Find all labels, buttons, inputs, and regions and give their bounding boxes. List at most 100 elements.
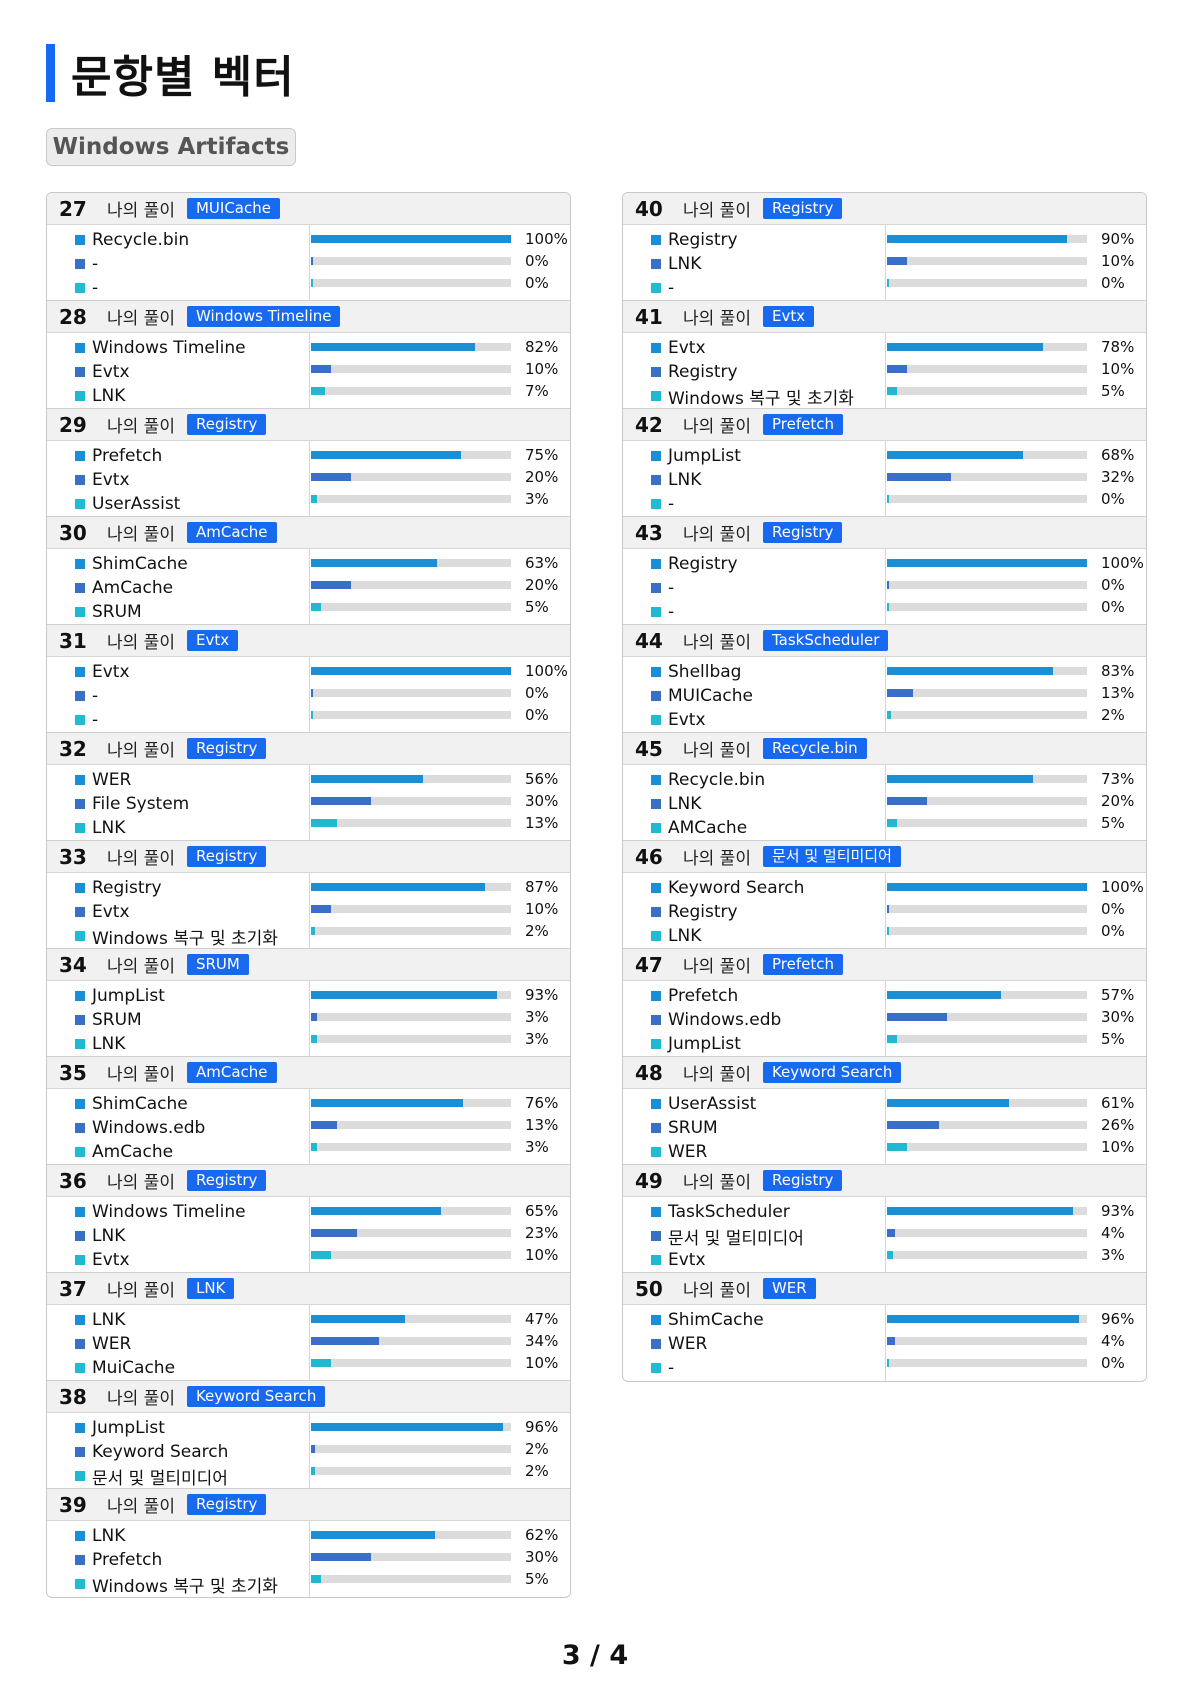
question-vector: LNK WER MuiCache 47% 34% 10%	[47, 1305, 570, 1381]
bar-fill	[311, 1207, 441, 1215]
vector-row-bar: 10%	[886, 250, 1146, 272]
vector-row-bar: 23%	[310, 1222, 570, 1244]
bar-track	[311, 711, 511, 719]
question-block: 44 나의 풀이 TaskScheduler Shellbag MUICache Evtx…	[623, 625, 1146, 733]
bar-fill	[311, 559, 437, 567]
my-answer-label: 나의 풀이	[107, 1281, 175, 1301]
vector-row-bar: 0%	[886, 596, 1146, 618]
vector-row-label: LNK	[651, 792, 885, 816]
percent-value: 96%	[1101, 1310, 1135, 1328]
legend-square-icon	[75, 499, 85, 509]
bar-fill	[311, 581, 351, 589]
bar-track	[311, 1467, 511, 1475]
my-answer-label: 나의 풀이	[683, 525, 751, 545]
question-vector: UserAssist SRUM WER 61% 26% 10%	[623, 1089, 1146, 1165]
percent-value: 87%	[525, 878, 559, 896]
vector-row-bar: 32%	[886, 466, 1146, 488]
bar-track	[887, 667, 1087, 675]
vector-labels: Recycle.bin LNK AMCache	[623, 765, 886, 840]
percent-value: 75%	[525, 446, 559, 464]
legend-square-icon	[75, 367, 85, 377]
vector-row-label: -	[651, 576, 885, 600]
bar-fill	[311, 689, 313, 697]
percent-value: 0%	[1101, 490, 1125, 508]
artifact-label: LNK	[668, 254, 702, 274]
question-vector: Evtx - - 100% 0% 0%	[47, 657, 570, 733]
vector-labels: Windows Timeline Evtx LNK	[47, 333, 310, 408]
vector-row-label: Evtx	[75, 660, 309, 684]
question-header: 47 나의 풀이 Prefetch	[623, 949, 1146, 981]
vector-row-bar: 0%	[310, 272, 570, 294]
bar-track	[887, 1359, 1087, 1367]
vector-row-label: TaskScheduler	[651, 1200, 885, 1224]
question-number: 37	[59, 1276, 87, 1301]
vector-row-bar: 2%	[310, 920, 570, 942]
bar-fill	[311, 1035, 317, 1043]
vector-row-label: Shellbag	[651, 660, 885, 684]
my-answer-label: 나의 풀이	[683, 309, 751, 329]
question-block: 30 나의 풀이 AmCache ShimCache AmCache SRUM 63% 20%…	[47, 517, 570, 625]
question-block: 35 나의 풀이 AmCache ShimCache Windows.edb AmCach…	[47, 1057, 570, 1165]
bar-fill	[887, 689, 913, 697]
vector-row-label: AmCache	[75, 1140, 309, 1164]
question-block: 48 나의 풀이 Keyword Search UserAssist SRUM WER 61…	[623, 1057, 1146, 1165]
question-vector: JumpList LNK - 68% 32% 0%	[623, 441, 1146, 517]
my-answer-label: 나의 풀이	[683, 957, 751, 977]
bar-fill	[887, 1099, 1009, 1107]
legend-square-icon	[75, 667, 85, 677]
percent-value: 5%	[525, 598, 549, 616]
legend-square-icon	[651, 451, 661, 461]
my-answer-label: 나의 풀이	[107, 417, 175, 437]
vector-bars: 61% 26% 10%	[886, 1089, 1146, 1164]
artifact-label: AMCache	[668, 818, 748, 838]
vector-row-label: JumpList	[651, 444, 885, 468]
vector-row-bar: 10%	[310, 898, 570, 920]
percent-value: 0%	[1101, 576, 1125, 594]
legend-square-icon	[75, 931, 85, 941]
vector-row-bar: 10%	[310, 358, 570, 380]
vector-bars: 82% 10% 7%	[310, 333, 570, 408]
vector-row-label: ShimCache	[75, 552, 309, 576]
vector-row-bar: 93%	[886, 1200, 1146, 1222]
vector-bars: 65% 23% 10%	[310, 1197, 570, 1272]
bar-track	[311, 365, 511, 373]
legend-square-icon	[651, 559, 661, 569]
vector-labels: JumpList Keyword Search 문서 및 멀티미디어	[47, 1413, 310, 1488]
vector-row-bar: 96%	[886, 1308, 1146, 1330]
vector-row-label: Windows 복구 및 초기화	[75, 924, 309, 948]
legend-square-icon	[651, 391, 661, 401]
legend-square-icon	[75, 559, 85, 569]
artifact-label: Prefetch	[92, 1550, 163, 1570]
vector-row-label: Windows Timeline	[75, 336, 309, 360]
artifact-label: Registry	[668, 230, 738, 250]
bar-track	[311, 797, 511, 805]
vector-row-bar: 4%	[886, 1222, 1146, 1244]
artifact-label: Registry	[668, 554, 738, 574]
question-block: 37 나의 풀이 LNK LNK WER MuiCache 47% 34% 10%	[47, 1273, 570, 1381]
vector-row-label: LNK	[75, 1308, 309, 1332]
artifact-label: LNK	[92, 386, 126, 406]
bar-fill	[311, 927, 315, 935]
percent-value: 100%	[525, 662, 568, 680]
legend-square-icon	[651, 259, 661, 269]
vector-row-label: Evtx	[75, 360, 309, 384]
legend-square-icon	[75, 823, 85, 833]
bar-track	[887, 343, 1087, 351]
vector-row-label: JumpList	[75, 984, 309, 1008]
artifact-label: LNK	[668, 794, 702, 814]
bar-fill	[311, 775, 423, 783]
question-vector: Recycle.bin LNK AMCache 73% 20% 5%	[623, 765, 1146, 841]
bar-track	[311, 667, 511, 675]
bar-track	[887, 257, 1087, 265]
percent-value: 20%	[525, 468, 559, 486]
vector-row-label: ShimCache	[75, 1092, 309, 1116]
vector-labels: JumpList SRUM LNK	[47, 981, 310, 1056]
vector-bars: 93% 4% 3%	[886, 1197, 1146, 1272]
vector-row-bar: 0%	[886, 898, 1146, 920]
artifact-label: -	[668, 1358, 675, 1378]
percent-value: 3%	[1101, 1246, 1125, 1264]
question-header: 29 나의 풀이 Registry	[47, 409, 570, 441]
bar-fill	[311, 1143, 317, 1151]
percent-value: 10%	[525, 1354, 559, 1372]
bar-track	[887, 1035, 1087, 1043]
